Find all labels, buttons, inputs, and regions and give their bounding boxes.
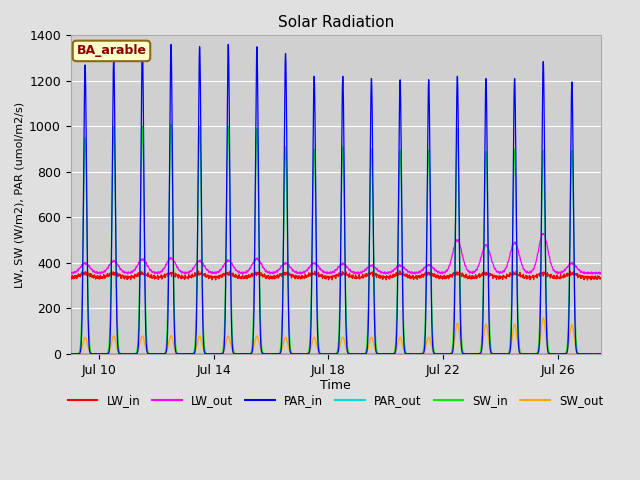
Title: Solar Radiation: Solar Radiation xyxy=(278,15,394,30)
Y-axis label: LW, SW (W/m2), PAR (umol/m2/s): LW, SW (W/m2), PAR (umol/m2/s) xyxy=(15,101,25,288)
Legend: LW_in, LW_out, PAR_in, PAR_out, SW_in, SW_out: LW_in, LW_out, PAR_in, PAR_out, SW_in, S… xyxy=(63,389,608,411)
X-axis label: Time: Time xyxy=(320,379,351,392)
Text: BA_arable: BA_arable xyxy=(77,45,147,58)
